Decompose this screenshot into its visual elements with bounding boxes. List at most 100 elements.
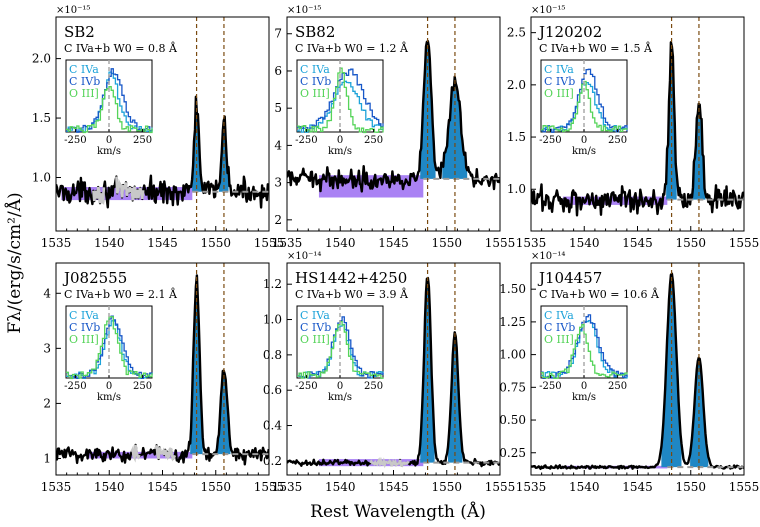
x-tick-label: 1555 [485, 480, 516, 494]
y-tick-label: 0.75 [499, 380, 526, 394]
y-tick-label: 7 [274, 27, 282, 41]
y-tick-label: 2.0 [32, 52, 51, 66]
y-tick-label: 1.2 [263, 277, 282, 291]
inset-x-tick-label: -250 [295, 381, 317, 392]
x-axis-label: Rest Wavelength (Å) [310, 501, 486, 522]
y-tick-label: 1.0 [263, 313, 282, 327]
inset-x-tick-label: 0 [581, 135, 587, 146]
x-tick-label: 1540 [94, 480, 125, 494]
plot-area [287, 263, 500, 475]
spectrum-line [287, 40, 500, 193]
x-tick-label: 1550 [675, 480, 706, 494]
y-tick-label: 3 [274, 176, 282, 190]
x-tick-label: 1555 [254, 480, 285, 494]
inset-x-tick-label: -250 [64, 381, 86, 392]
y-tick-label: 2 [274, 213, 282, 227]
inset-legend-entry: C IVa [300, 309, 330, 322]
spectrum-line [531, 41, 744, 217]
inset-x-label: km/s [97, 146, 121, 157]
y-tick-label: 1.0 [32, 171, 51, 185]
inset-legend-entry: C IVa [69, 309, 99, 322]
y-tick-label: 1 [43, 451, 51, 465]
y-axis-label: Fλ/(erg/s/cm²/Å) [4, 192, 25, 333]
inset-legend-entry: C IVa [69, 63, 99, 76]
spectrum-line [531, 272, 744, 470]
equivalent-width-label: C IVa+b W0 = 1.5 Å [539, 41, 653, 55]
y-tick-label: 5 [274, 101, 282, 115]
inset-legend-entry: C IVa [544, 309, 574, 322]
x-tick-label: 1550 [675, 236, 706, 250]
inset-x-tick-label: -250 [295, 135, 317, 146]
masked-spectrum [154, 445, 177, 462]
x-tick-label: 1550 [431, 480, 462, 494]
panel-title: SB82 [295, 23, 335, 41]
inset-legend-entry: C IVb [69, 75, 100, 88]
line-flux-fill [666, 42, 677, 200]
x-tick-label: 1555 [254, 236, 285, 250]
x-tick-label: 1545 [378, 480, 409, 494]
axis-exponent: ×10⁻¹⁴ [287, 251, 321, 262]
y-tick-label: 4 [274, 138, 282, 152]
y-tick-label: 6 [274, 64, 282, 78]
inset-legend-entry: C IVa [544, 63, 574, 76]
y-tick-label: 2.0 [507, 78, 526, 92]
x-tick-label: 1535 [272, 236, 303, 250]
plot-area [531, 17, 744, 231]
y-tick-label: 1.5 [507, 130, 526, 144]
x-tick-label: 1555 [729, 480, 760, 494]
equivalent-width-label: C IVa+b W0 = 2.1 Å [64, 287, 178, 301]
y-tick-label: 0.6 [263, 383, 282, 397]
inset-x-tick-label: -250 [539, 381, 561, 392]
x-tick-label: 1550 [431, 236, 462, 250]
axis-exponent: ×10⁻¹⁴ [531, 251, 565, 262]
spectrum-panel: 1535 1540 1545 1550 1555 2 3 4 5 6 7 ×10⁻¹⁵ SB82 C IV… [272, 5, 516, 250]
y-tick-label: 1.5 [32, 111, 51, 125]
inset-x-label: km/s [572, 392, 596, 403]
y-tick-label: 0.50 [499, 413, 526, 427]
x-tick-label: 1535 [516, 480, 547, 494]
axis-exponent: ×10⁻¹⁵ [56, 5, 90, 16]
inset-x-tick-label: 250 [608, 381, 627, 392]
inset-x-label: km/s [572, 146, 596, 157]
y-tick-label: 4 [43, 286, 51, 300]
line-flux-fill [442, 76, 468, 179]
y-tick-label: 1.25 [499, 315, 526, 329]
x-tick-label: 1545 [378, 236, 409, 250]
inset-legend-entry: O III] [300, 333, 330, 346]
inset-legend-entry: C IVa [300, 63, 330, 76]
inset-x-label: km/s [97, 392, 121, 403]
inset-legend-entry: C IVb [69, 321, 100, 334]
inset-profile [66, 316, 153, 380]
y-tick-label: 2 [43, 396, 51, 410]
spectrum-panel: 1535 1540 1545 1550 1555 1.0 1.5 2.0 2.5 ×10⁻¹⁵ J1… [507, 5, 759, 250]
y-tick-label: 1.50 [499, 282, 526, 296]
inset-legend-entry: O III] [69, 333, 99, 346]
inset-x-tick-label: 250 [133, 135, 152, 146]
panel-title: J120202 [537, 23, 602, 41]
x-tick-label: 1535 [516, 236, 547, 250]
x-tick-label: 1540 [569, 480, 600, 494]
inset-legend-entry: C IVb [300, 75, 331, 88]
panel-title: J082555 [62, 269, 127, 287]
x-tick-label: 1540 [325, 236, 356, 250]
x-tick-label: 1555 [485, 236, 516, 250]
y-tick-label: 1.0 [507, 182, 526, 196]
inset-x-tick-label: 250 [364, 135, 383, 146]
inset-x-tick-label: 0 [581, 381, 587, 392]
inset-x-tick-label: 0 [337, 381, 343, 392]
y-tick-label: 2.5 [507, 26, 526, 40]
inset-profile [66, 86, 153, 134]
x-tick-label: 1535 [272, 480, 303, 494]
plot-area [56, 263, 269, 475]
x-tick-label: 1545 [147, 480, 178, 494]
y-tick-label: 0.2 [263, 454, 282, 468]
axis-exponent: ×10⁻¹⁵ [287, 5, 321, 16]
masked-spectrum [369, 456, 410, 469]
plot-area [56, 17, 269, 231]
